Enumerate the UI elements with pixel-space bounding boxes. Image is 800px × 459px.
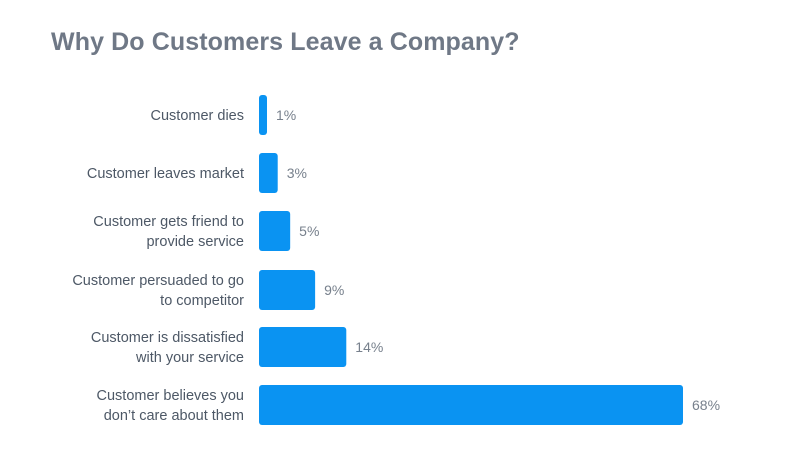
bar-2 [259, 153, 278, 193]
chart-title: Why Do Customers Leave a Company? [51, 28, 520, 56]
bar-5 [259, 327, 347, 367]
value-label-5: 14% [355, 339, 383, 355]
value-label-6: 68% [692, 397, 720, 413]
category-label-3: Customer gets friend to provide service [93, 214, 244, 250]
value-label-1: 1% [276, 107, 296, 123]
bar-1 [259, 95, 267, 135]
category-label-5: Customer is dissatisfied with your servic… [91, 330, 244, 366]
bar-6 [259, 385, 683, 425]
value-label-3: 5% [299, 223, 319, 239]
value-label-2: 3% [287, 165, 307, 181]
category-label-1: Customer dies [151, 108, 244, 124]
value-label-4: 9% [324, 282, 344, 298]
bar-3 [259, 211, 291, 251]
category-label-2: Customer leaves market [87, 166, 244, 182]
bar-4 [259, 270, 316, 310]
category-label-4: Customer persuaded to go to competitor [72, 273, 244, 309]
category-label-6: Customer believes you don’t care about th… [97, 388, 245, 424]
